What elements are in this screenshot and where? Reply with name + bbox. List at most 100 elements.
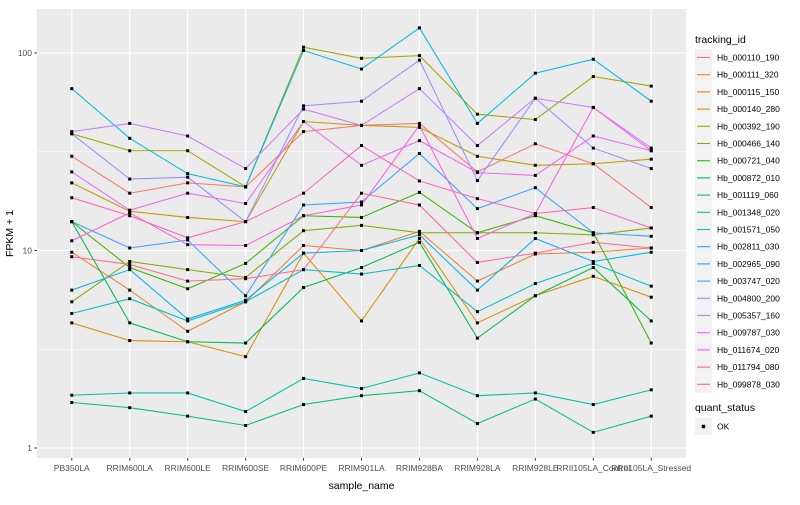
data-point	[70, 250, 74, 254]
data-point	[591, 75, 595, 79]
data-point	[70, 300, 74, 304]
data-point	[244, 294, 248, 298]
x-tick-label: RRIM928LE	[512, 463, 559, 473]
data-point	[591, 259, 595, 263]
data-point	[186, 243, 190, 247]
legend-item-label: Hb_000721_040	[717, 156, 780, 166]
data-point	[591, 134, 595, 138]
data-point	[591, 403, 595, 407]
data-point	[533, 231, 537, 235]
data-point	[186, 287, 190, 291]
data-point	[591, 261, 595, 265]
data-point	[186, 319, 190, 323]
data-point	[360, 200, 363, 204]
x-tick-label: RRII105LA_Control	[556, 463, 630, 473]
data-point	[186, 414, 190, 418]
data-point	[186, 268, 190, 272]
data-point	[186, 236, 190, 240]
data-point	[649, 234, 653, 238]
data-point	[302, 251, 306, 255]
data-point	[302, 191, 306, 195]
data-point	[360, 272, 363, 276]
data-point	[533, 211, 537, 215]
data-point	[186, 181, 190, 185]
data-point	[417, 121, 421, 125]
data-point	[128, 211, 132, 215]
data-point	[417, 26, 421, 30]
data-point	[591, 206, 595, 210]
data-point	[244, 201, 248, 205]
legend-item-label: Hb_000111_320	[717, 70, 779, 80]
data-point	[360, 215, 363, 219]
data-point	[360, 319, 363, 323]
data-point	[649, 250, 653, 254]
data-point	[591, 430, 595, 434]
legend-item-label: Hb_011794_080	[717, 362, 780, 372]
data-point	[244, 298, 248, 302]
legend-item-label: Hb_005357_160	[717, 311, 780, 321]
data-point	[70, 255, 74, 259]
legend-item-label: OK	[717, 422, 730, 432]
data-point	[128, 259, 132, 263]
data-point	[70, 321, 74, 325]
legend-item-label: Hb_002811_030	[717, 242, 780, 252]
data-point	[70, 154, 74, 158]
x-tick-label: RRIM600LA	[107, 463, 154, 473]
data-point	[70, 400, 74, 404]
data-point	[417, 87, 421, 91]
legend-item-label: Hb_011674_020	[717, 345, 780, 355]
data-point	[70, 132, 74, 136]
data-point	[302, 229, 306, 233]
data-point	[70, 196, 74, 200]
x-axis-title: sample_name	[329, 480, 395, 492]
data-point	[360, 249, 363, 252]
data-point	[417, 139, 421, 143]
data-point	[417, 179, 421, 183]
data-point	[186, 279, 190, 283]
legend-title-quant-status: quant_status	[695, 402, 755, 414]
data-point	[475, 279, 479, 283]
data-point	[591, 162, 595, 166]
data-point	[128, 339, 132, 343]
data-point	[244, 277, 248, 281]
data-point	[417, 190, 421, 194]
data-point	[649, 341, 653, 345]
y-tick-label: 1	[27, 443, 32, 453]
data-point	[649, 246, 653, 250]
data-point	[360, 99, 363, 103]
data-point	[186, 215, 190, 219]
data-point	[128, 391, 132, 395]
legend-item-label: Hb_000466_140	[717, 139, 780, 149]
data-point	[186, 175, 190, 179]
legend-title-tracking-id: tracking_id	[695, 34, 746, 46]
data-point	[475, 310, 479, 314]
x-tick-label: RRII105LA_Stressed	[611, 463, 691, 473]
data-point	[302, 244, 306, 248]
legend-item-label: Hb_001348_020	[717, 207, 780, 217]
data-point	[186, 191, 190, 195]
data-point	[417, 240, 421, 244]
data-point	[302, 285, 306, 289]
data-point	[591, 266, 595, 270]
data-point	[186, 317, 190, 321]
x-tick-label: RRIM600LE	[165, 463, 212, 473]
x-tick-label: RRIM928LA	[454, 463, 501, 473]
data-point	[591, 250, 595, 254]
legend-item-label: Hb_000115_150	[717, 87, 780, 97]
data-point	[244, 341, 248, 345]
data-point	[649, 167, 653, 171]
data-point	[417, 123, 421, 127]
data-point	[475, 422, 479, 426]
data-point	[533, 294, 537, 298]
data-point	[244, 167, 248, 171]
data-point	[417, 389, 421, 393]
data-point	[417, 371, 421, 375]
data-point	[417, 203, 421, 207]
data-point	[649, 99, 653, 103]
data-point	[186, 391, 190, 395]
data-point	[244, 423, 248, 427]
data-point	[591, 240, 595, 244]
data-point	[244, 261, 248, 265]
data-point	[186, 134, 190, 138]
